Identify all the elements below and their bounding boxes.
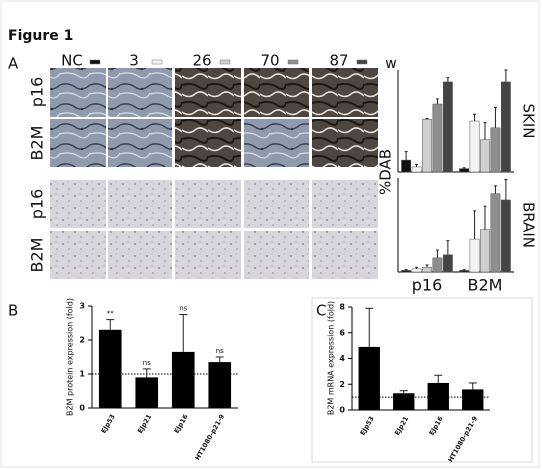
micrograph [50,68,106,117]
micrograph [108,119,172,167]
bar [490,193,501,273]
y-tick-label: 2 [79,336,85,345]
bar [135,377,159,408]
micrograph [244,180,309,228]
x-tick-label: HT1080-p21-9 [193,413,226,462]
annotation: ** [107,310,115,318]
row-label: B2M [28,126,47,161]
legend-swatch [219,59,231,65]
annotation: ns [216,347,224,355]
y-tick-label: 2 [339,380,345,389]
y-axis-label: %DAB [377,149,395,195]
bar [393,393,415,410]
panel-label: A [8,55,19,73]
bar [208,362,232,408]
legend-label: 26 [192,52,211,70]
micrograph [312,68,378,117]
panel-label: C [316,302,326,320]
x-tick-label: p16 [412,276,443,295]
x-tick-label: B2M [468,276,503,295]
micrograph [108,231,172,279]
micrograph [175,180,241,228]
bar [500,199,511,273]
y-tick-label: 1 [79,370,85,379]
x-tick-label: EJp16 [173,413,190,435]
bar [411,268,422,273]
bar [422,119,432,173]
y-tick-label: 0 [339,406,345,415]
bar [500,81,511,173]
bar [171,351,195,408]
figure-title: Figure 1 [8,28,73,44]
micrograph [50,119,106,167]
legend-label: NC [61,52,83,70]
micrograph [244,68,309,117]
bar [411,166,422,173]
legend-unit: w [385,56,396,72]
x-tick-label: EJp21 [136,413,153,435]
micrograph [312,119,378,167]
micrograph [175,68,241,117]
x-tick-label: EJp53 [100,413,117,435]
panel-label: B [8,302,18,320]
y-tick-label: 4 [339,354,345,363]
bar [422,267,432,273]
y-tick-label: 8 [339,303,345,312]
legend-label: 3 [129,52,139,70]
y-tick-label: 0 [79,404,85,413]
y-axis-label: B2M protein expression (fold) [66,298,75,416]
bar [401,270,412,273]
micrograph [50,180,106,228]
x-tick-label: EJp16 [428,415,445,437]
micrographs [50,68,378,279]
bar [442,254,453,273]
row-label: B2M [28,238,47,273]
annotation: ns [143,359,151,367]
micrograph [312,231,378,279]
micrograph [50,231,106,279]
bar [98,329,122,408]
bar [469,238,480,273]
legend-swatch [151,59,163,65]
micrograph [175,231,241,279]
x-tick-label: EJp53 [359,415,376,437]
bar [462,389,484,410]
micrograph [244,119,309,167]
chart-title: SKIN [520,103,538,138]
bar [469,120,480,173]
legend-label: 70 [260,52,279,70]
micrograph [108,68,172,117]
x-tick-label: EJp21 [393,415,410,437]
y-axis-label: B2M mRNA expression (fold) [327,301,336,415]
bar [459,270,470,273]
row-label: p16 [28,189,47,220]
legend-swatch [356,59,368,65]
legend-swatch [89,59,101,65]
bar [490,127,501,173]
y-tick-label: 3 [79,302,85,311]
micrograph [108,180,172,228]
micrograph [312,180,378,228]
bar [442,81,453,173]
micrograph [175,119,241,167]
micrograph [244,231,309,279]
row-label: p16 [28,77,47,108]
bar [459,168,470,173]
bar [427,382,449,410]
bar [432,257,443,273]
bar [432,103,443,173]
bar [358,346,380,410]
annotation: ns [179,305,187,313]
chart-title: BRAIN [520,202,538,248]
panel-frame [311,297,533,463]
x-tick-label: HT1080-p21-9 [446,415,479,464]
legend-label: 87 [329,52,348,70]
bar [401,159,412,173]
y-tick-label: 6 [339,328,345,337]
legend-swatch [287,59,299,65]
bar [480,139,490,173]
bar [480,229,490,273]
